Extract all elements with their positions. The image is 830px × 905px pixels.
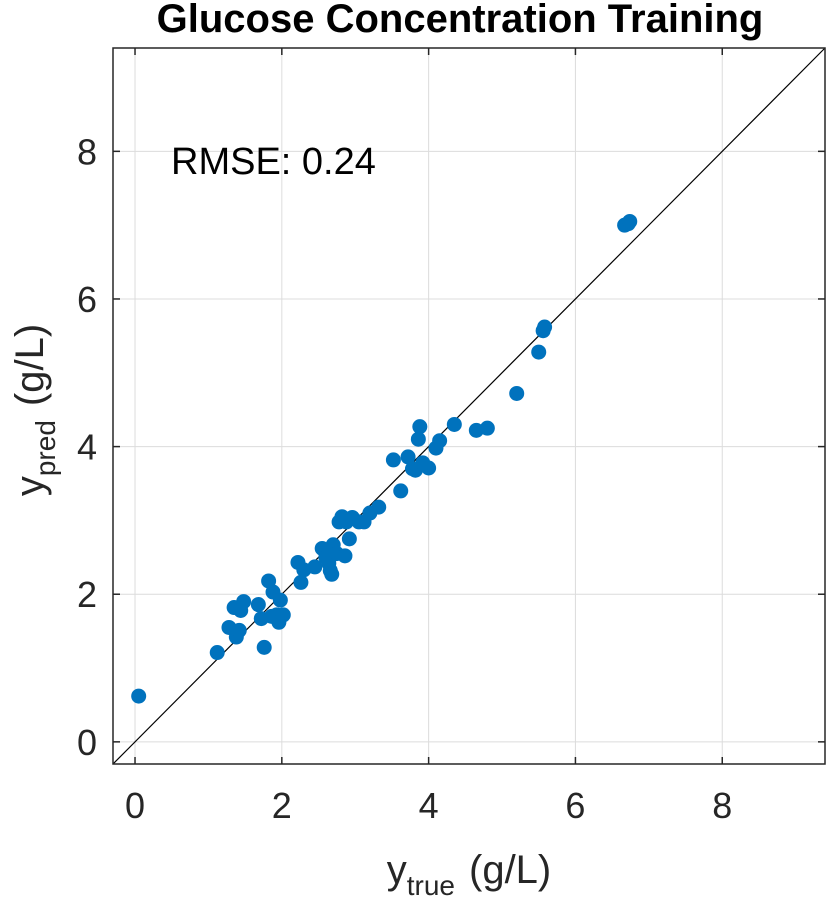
y-axis-label-unit: (g/L) bbox=[8, 324, 52, 406]
data-point bbox=[537, 319, 553, 335]
grid-lines bbox=[113, 48, 825, 764]
data-point bbox=[509, 385, 525, 401]
x-tick-label: 4 bbox=[419, 785, 439, 826]
y-axis-label-base: y bbox=[8, 476, 52, 496]
data-point bbox=[275, 607, 291, 623]
data-point bbox=[622, 213, 638, 229]
data-point bbox=[272, 592, 288, 608]
y-axis-label: ypred (g/L) bbox=[8, 324, 61, 496]
identity-line bbox=[112, 47, 826, 765]
data-point bbox=[341, 531, 357, 547]
data-point bbox=[531, 344, 547, 360]
x-axis-label-base: y bbox=[387, 848, 407, 892]
data-point bbox=[307, 559, 323, 575]
data-point bbox=[410, 431, 426, 447]
data-point bbox=[256, 639, 272, 655]
y-axis-ticks: 0 2 4 6 8 bbox=[77, 131, 825, 763]
data-point bbox=[393, 483, 409, 499]
data-point bbox=[324, 566, 340, 582]
y-tick-label: 4 bbox=[77, 427, 97, 468]
x-axis-label-unit: (g/L) bbox=[469, 848, 551, 892]
data-point bbox=[337, 548, 353, 564]
data-point bbox=[421, 460, 437, 476]
chart-title: Glucose Concentration Training bbox=[157, 0, 764, 41]
data-point bbox=[479, 420, 495, 436]
data-point bbox=[385, 452, 401, 468]
data-point bbox=[250, 597, 266, 613]
plot-area-border bbox=[112, 47, 826, 765]
data-point bbox=[446, 416, 462, 432]
x-tick-label: 2 bbox=[272, 785, 292, 826]
x-tick-label: 6 bbox=[565, 785, 585, 826]
x-axis-ticks: 0 2 4 6 8 bbox=[125, 48, 732, 826]
y-axis-label-subscript: pred bbox=[30, 420, 61, 476]
x-axis-label-subscript: true bbox=[407, 870, 455, 901]
y-tick-label: 6 bbox=[77, 279, 97, 320]
data-points bbox=[131, 213, 638, 704]
data-point bbox=[432, 433, 448, 449]
data-point bbox=[293, 574, 309, 590]
data-point bbox=[400, 449, 416, 465]
y-tick-label: 2 bbox=[77, 574, 97, 615]
rmse-annotation: RMSE: 0.24 bbox=[171, 141, 376, 183]
data-point bbox=[231, 622, 247, 638]
data-point bbox=[131, 688, 147, 704]
x-axis-label: ytrue (g/L) bbox=[387, 848, 552, 901]
x-tick-label: 8 bbox=[712, 785, 732, 826]
reference-line-group bbox=[112, 47, 826, 765]
x-tick-label: 0 bbox=[125, 785, 145, 826]
y-tick-label: 0 bbox=[77, 722, 97, 763]
data-point bbox=[371, 499, 387, 515]
data-point bbox=[236, 594, 252, 610]
data-point bbox=[412, 419, 428, 435]
y-tick-label: 8 bbox=[77, 131, 97, 172]
data-point bbox=[209, 645, 225, 661]
